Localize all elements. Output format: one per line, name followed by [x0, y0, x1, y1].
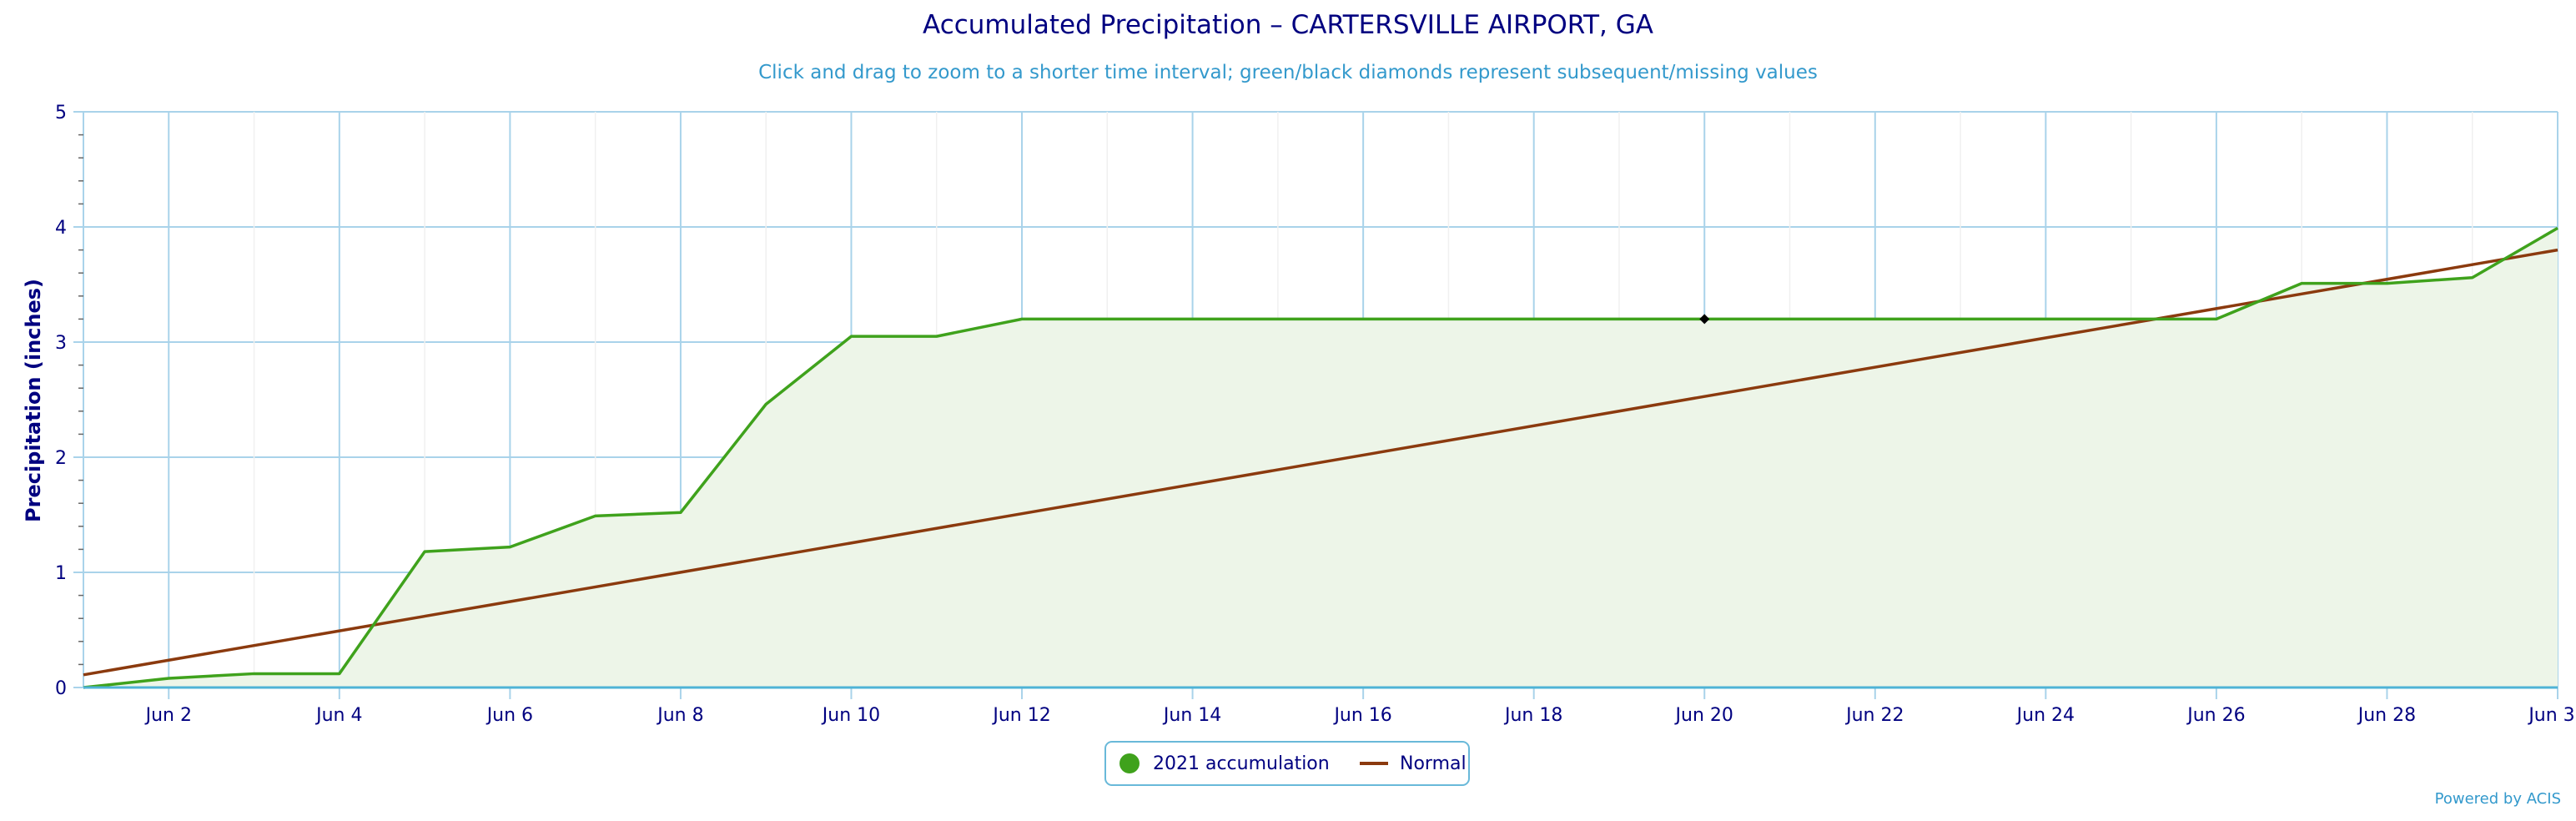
- accumulation-area-layer: [83, 228, 2558, 688]
- normal-series-line: [83, 248, 2558, 677]
- x-tick-label: Jun 4: [314, 705, 362, 726]
- x-tick-label: Jun 8: [656, 705, 703, 726]
- legend: 2021 accumulation Normal: [1104, 741, 1470, 786]
- x-tick-label: Jun 20: [1674, 705, 1733, 726]
- x-tick-label: Jun 22: [1844, 705, 1904, 726]
- x-tick-label: Jun 12: [991, 705, 1050, 726]
- x-tick-label: Jun 30: [2527, 705, 2576, 726]
- x-tick-label: Jun 6: [486, 705, 533, 726]
- y-axis-tick-labels: 0 1 2 3 4 5: [55, 103, 67, 699]
- chart-title: Accumulated Precipitation – CARTERSVILLE…: [923, 10, 1653, 40]
- accumulation-area: [83, 228, 2558, 688]
- x-tick-label: Jun 2: [144, 705, 192, 726]
- accumulation-line-layer[interactable]: [83, 226, 2558, 689]
- x-tick-label: Jun 26: [2186, 705, 2245, 726]
- normal-line-layer[interactable]: [83, 248, 2558, 677]
- legend-label-accumulation: 2021 accumulation: [1153, 753, 1330, 774]
- x-tick-label: Jun 24: [2015, 705, 2075, 726]
- x-axis-tick-labels: Jun 2 Jun 4 Jun 6 Jun 8 Jun 10 Jun 12 Jun 14 Ju…: [144, 705, 2576, 726]
- x-tick-label: Jun 16: [1332, 705, 1391, 726]
- legend-item-accumulation[interactable]: 2021 accumulation: [1119, 743, 1330, 784]
- green-dot-icon: [1119, 753, 1140, 773]
- y-tick-label: 5: [55, 103, 67, 123]
- brown-line-icon: [1360, 762, 1388, 765]
- x-tick-label: Jun 14: [1162, 705, 1221, 726]
- y-tick-label: 3: [55, 333, 67, 354]
- missing-value-markers: [1699, 314, 1710, 325]
- y-tick-label: 1: [55, 563, 67, 584]
- y-tick-label: 0: [55, 678, 67, 699]
- chart-subtitle: Click and drag to zoom to a shorter time…: [758, 62, 1818, 83]
- x-tick-label: Jun 18: [1503, 705, 1562, 726]
- y-axis-label: Precipitation (inches): [22, 279, 45, 522]
- credit-link[interactable]: Powered by ACIS: [2434, 790, 2561, 808]
- axes: [73, 111, 2558, 699]
- legend-item-normal[interactable]: Normal: [1360, 743, 1467, 784]
- y-tick-label: 4: [55, 218, 67, 239]
- x-tick-label: Jun 28: [2357, 705, 2416, 726]
- x-tick-label: Jun 10: [821, 705, 880, 726]
- missing-value-diamond-icon: [1699, 314, 1710, 325]
- legend-label-normal: Normal: [1400, 753, 1467, 774]
- y-tick-label: 2: [55, 448, 67, 469]
- accumulation-series-line: [83, 226, 2558, 689]
